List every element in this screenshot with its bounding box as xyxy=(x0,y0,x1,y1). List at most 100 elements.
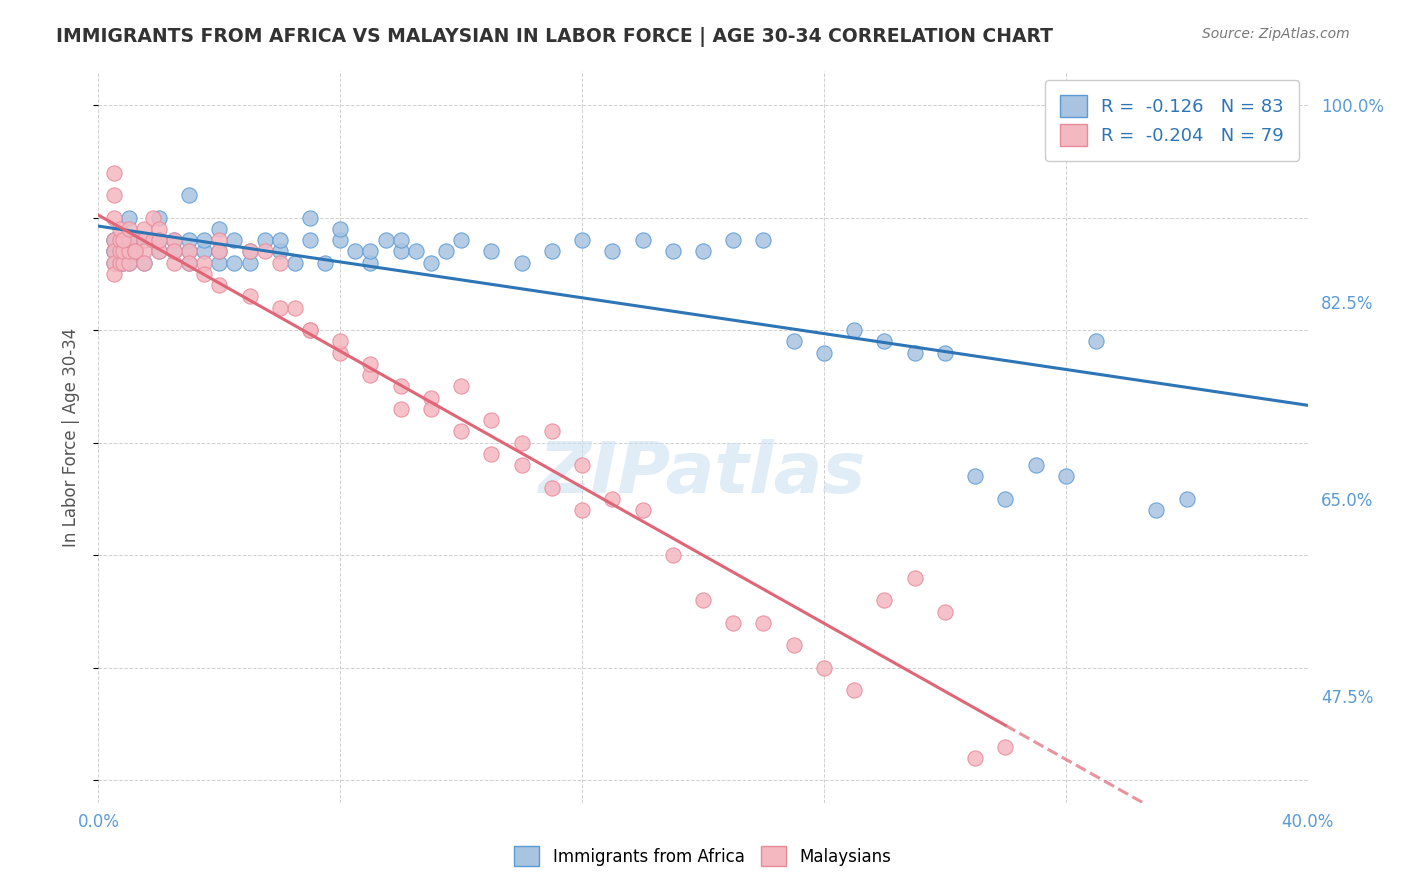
Point xyxy=(103,211,125,225)
Point xyxy=(108,244,131,259)
Point xyxy=(389,233,412,247)
Point xyxy=(108,233,131,247)
Point xyxy=(163,244,186,259)
Point xyxy=(450,233,472,247)
Point xyxy=(405,244,427,259)
Point xyxy=(329,334,352,349)
Point xyxy=(374,233,396,247)
Point xyxy=(602,491,624,506)
Point xyxy=(103,244,125,259)
Point xyxy=(132,233,155,247)
Point xyxy=(723,233,745,247)
Point xyxy=(118,255,141,269)
Point xyxy=(904,345,927,359)
Point xyxy=(299,323,322,337)
Point xyxy=(148,244,170,259)
Point xyxy=(239,244,262,259)
Point xyxy=(103,267,125,281)
Point xyxy=(692,593,714,607)
Point xyxy=(179,244,201,259)
Point xyxy=(844,683,866,698)
Point xyxy=(118,233,141,247)
Point xyxy=(389,401,412,416)
Point xyxy=(269,244,291,259)
Point xyxy=(344,244,367,259)
Point xyxy=(571,233,593,247)
Text: IMMIGRANTS FROM AFRICA VS MALAYSIAN IN LABOR FORCE | AGE 30-34 CORRELATION CHART: IMMIGRANTS FROM AFRICA VS MALAYSIAN IN L… xyxy=(56,27,1053,46)
Legend: R =  -0.126   N = 83, R =  -0.204   N = 79: R = -0.126 N = 83, R = -0.204 N = 79 xyxy=(1046,80,1299,161)
Point xyxy=(420,401,443,416)
Point xyxy=(540,481,562,495)
Point xyxy=(163,233,186,247)
Point xyxy=(111,244,134,259)
Point xyxy=(783,334,806,349)
Point xyxy=(450,379,472,393)
Point xyxy=(111,255,134,269)
Point xyxy=(360,357,382,371)
Point xyxy=(253,233,276,247)
Point xyxy=(179,233,201,247)
Point xyxy=(965,469,987,483)
Point xyxy=(108,233,131,247)
Point xyxy=(208,255,231,269)
Point xyxy=(239,289,262,303)
Point xyxy=(783,638,806,652)
Point xyxy=(148,244,170,259)
Point xyxy=(813,661,835,675)
Point xyxy=(752,615,775,630)
Point xyxy=(148,222,170,236)
Point xyxy=(1085,334,1108,349)
Point xyxy=(329,345,352,359)
Point xyxy=(299,233,322,247)
Point xyxy=(360,244,382,259)
Point xyxy=(510,435,533,450)
Legend: Immigrants from Africa, Malaysians: Immigrants from Africa, Malaysians xyxy=(508,839,898,873)
Point xyxy=(239,244,262,259)
Point xyxy=(329,233,352,247)
Point xyxy=(132,255,155,269)
Point xyxy=(481,447,503,461)
Point xyxy=(813,345,835,359)
Point xyxy=(108,233,131,247)
Point xyxy=(253,244,276,259)
Point xyxy=(118,255,141,269)
Text: ZIPatlas: ZIPatlas xyxy=(540,439,866,508)
Point xyxy=(208,222,231,236)
Point xyxy=(179,244,201,259)
Point xyxy=(103,233,125,247)
Point xyxy=(420,255,443,269)
Point xyxy=(994,739,1017,754)
Point xyxy=(360,368,382,383)
Point xyxy=(118,244,141,259)
Point xyxy=(389,379,412,393)
Point xyxy=(269,301,291,315)
Point xyxy=(571,458,593,473)
Point xyxy=(179,255,201,269)
Point xyxy=(224,233,246,247)
Point xyxy=(108,255,131,269)
Point xyxy=(208,233,231,247)
Point xyxy=(148,233,170,247)
Point xyxy=(118,233,141,247)
Point xyxy=(103,233,125,247)
Point xyxy=(208,278,231,293)
Point xyxy=(124,244,146,259)
Point xyxy=(844,323,866,337)
Point xyxy=(193,255,215,269)
Point xyxy=(132,244,155,259)
Point xyxy=(420,391,443,405)
Point xyxy=(163,233,186,247)
Point xyxy=(450,425,472,439)
Point xyxy=(1054,469,1077,483)
Point xyxy=(510,255,533,269)
Point xyxy=(108,244,131,259)
Y-axis label: In Labor Force | Age 30-34: In Labor Force | Age 30-34 xyxy=(62,327,80,547)
Point xyxy=(103,244,125,259)
Point xyxy=(179,188,201,202)
Point xyxy=(481,413,503,427)
Point xyxy=(299,323,322,337)
Point xyxy=(994,491,1017,506)
Point xyxy=(118,211,141,225)
Point xyxy=(118,233,141,247)
Point xyxy=(148,233,170,247)
